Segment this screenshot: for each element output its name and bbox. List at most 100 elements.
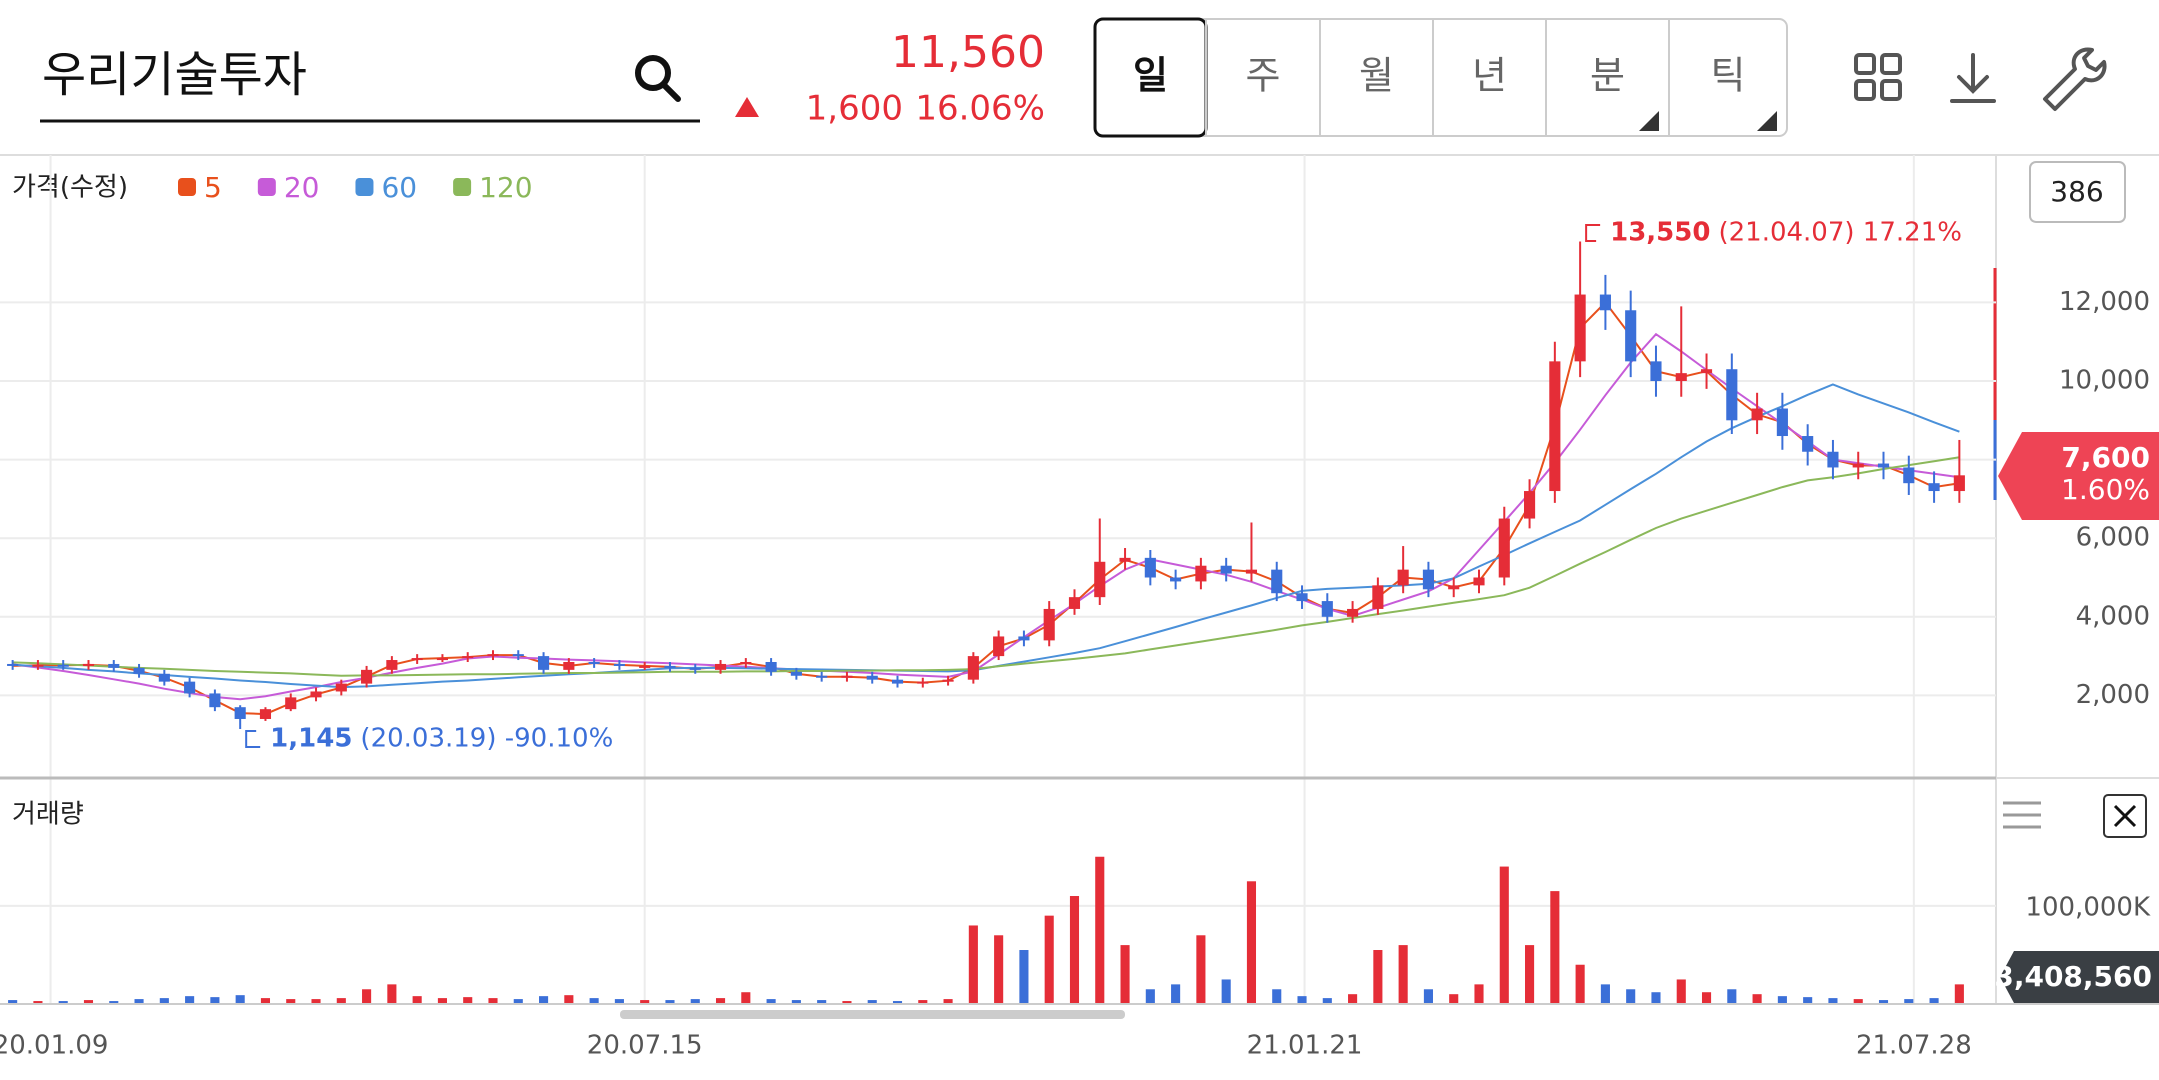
last-volume: 3,408,560 — [1994, 960, 2152, 993]
candle-body — [1903, 467, 1915, 484]
volume-bar — [83, 1000, 94, 1004]
candle-body — [7, 663, 19, 666]
price-change: 1,600 — [806, 89, 903, 129]
volume-bar — [260, 998, 271, 1004]
volume-bar — [968, 925, 978, 1004]
volume-bar — [1676, 979, 1686, 1004]
candle-body — [1599, 294, 1611, 311]
candle-body — [1776, 408, 1788, 437]
period-button[interactable]: 년 — [1472, 54, 1507, 98]
volume-bar — [1525, 945, 1535, 1004]
candle-body — [689, 667, 701, 670]
period-button[interactable]: 월 — [1359, 54, 1394, 98]
annotation-arrow — [1585, 224, 1601, 242]
volume-bar — [918, 1000, 928, 1004]
layout-icon[interactable] — [1854, 53, 1902, 101]
candle-body — [765, 661, 777, 672]
volume-bar — [1499, 866, 1509, 1004]
download-icon[interactable] — [1950, 53, 1996, 103]
volume-bar — [159, 998, 169, 1004]
candle-count[interactable]: 386 — [2050, 175, 2103, 208]
volume-bar — [690, 999, 700, 1004]
volume-bar — [892, 1001, 903, 1004]
volume-bar — [1221, 979, 1231, 1004]
period-button[interactable]: 분 — [1590, 54, 1625, 98]
plot: 2,0004,0006,0008,00010,00012,00020.01.09… — [0, 155, 2151, 1061]
volume-bar — [1803, 997, 1813, 1004]
volume-bar — [614, 999, 624, 1004]
candle-body — [1397, 569, 1409, 586]
legend-label: 60 — [381, 171, 417, 204]
candle-body — [1524, 491, 1536, 519]
volume-bar — [336, 998, 346, 1004]
legend-label: 20 — [284, 171, 320, 204]
search-icon[interactable] — [635, 55, 681, 102]
annotation-price: 13,550 — [1610, 218, 1710, 248]
volume-bar — [1651, 992, 1661, 1004]
period-button[interactable]: 일 — [1133, 54, 1168, 98]
last-price: 7,600 — [2061, 441, 2150, 474]
candle-body — [82, 663, 95, 666]
volume-bar — [1626, 989, 1636, 1004]
menu-icon[interactable] — [2003, 801, 2041, 829]
scrollbar[interactable] — [620, 1010, 1125, 1019]
candle-body — [1245, 569, 1258, 574]
volume-bar — [1322, 998, 1332, 1004]
candle-body — [942, 679, 954, 682]
settings-icon[interactable] — [2043, 47, 2107, 111]
volume-bar — [539, 996, 549, 1004]
last-price-tag — [1998, 432, 2159, 520]
candle-body — [1422, 569, 1434, 590]
volume-bar — [362, 989, 372, 1004]
y-tick-label: 2,000 — [2076, 680, 2150, 710]
volume-bar — [741, 992, 751, 1004]
volume-bar — [185, 996, 195, 1004]
candle-body — [1549, 361, 1561, 492]
candle-body — [1675, 373, 1687, 382]
volume-bar — [1373, 950, 1383, 1004]
volume-bar — [488, 998, 498, 1004]
volume-bar — [817, 1000, 827, 1004]
period-button[interactable]: 주 — [1246, 54, 1281, 98]
candle-body — [790, 671, 802, 676]
volume-bar — [1044, 915, 1054, 1004]
candle-body — [816, 675, 828, 678]
volume-bar — [58, 1001, 68, 1004]
volume-bar — [1853, 999, 1863, 1004]
volume-bar — [1575, 964, 1585, 1004]
volume-bar — [1878, 1000, 1889, 1004]
volume-bar — [1449, 994, 1459, 1004]
volume-bar — [210, 997, 220, 1004]
candle-body — [462, 656, 474, 659]
volume-bar — [1069, 896, 1080, 1004]
last-volume-tag — [2000, 951, 2159, 1003]
volume-bar — [412, 996, 422, 1004]
stock-name[interactable]: 우리기술투자 — [42, 47, 307, 103]
candle-body — [1195, 565, 1207, 582]
candle-body — [361, 669, 373, 684]
volume-bar — [715, 998, 726, 1004]
candle-body — [184, 681, 196, 694]
volume-bar — [387, 984, 397, 1004]
candle-body — [1751, 408, 1763, 421]
annotation-text: (21.04.07) 17.21% — [1718, 218, 1961, 248]
candle-body — [1827, 451, 1839, 468]
volume-bar — [1752, 994, 1762, 1004]
candle-body — [158, 673, 170, 682]
candle-body — [1498, 518, 1510, 578]
candle-body — [436, 658, 448, 661]
count-box[interactable] — [2029, 161, 2126, 223]
volume-bar — [1297, 996, 1307, 1004]
candle-body — [714, 663, 727, 670]
volume-bar — [564, 995, 574, 1004]
y-tick-label: 6,000 — [2076, 523, 2150, 553]
candle-body — [1726, 369, 1738, 421]
period-button[interactable]: 틱 — [1711, 54, 1746, 98]
legend-swatch — [453, 178, 472, 196]
volume-bar — [1272, 989, 1282, 1004]
close-button[interactable] — [2103, 794, 2147, 838]
volume-bar — [1777, 996, 1787, 1004]
volume-bar — [286, 999, 296, 1004]
candle-body — [1271, 569, 1283, 594]
